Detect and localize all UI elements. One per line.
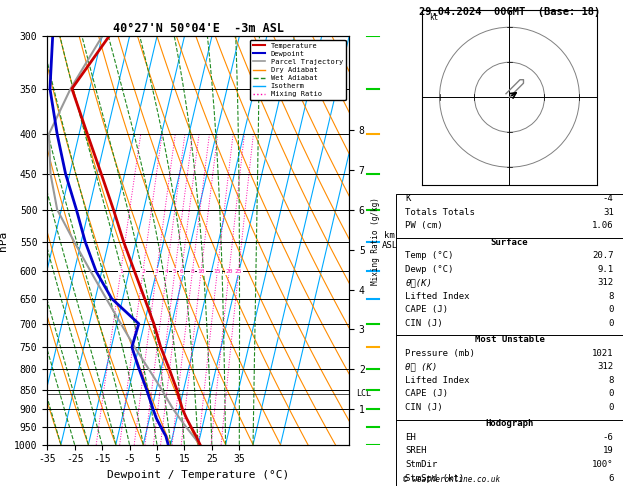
Text: 4: 4 — [165, 269, 169, 274]
Text: Lifted Index: Lifted Index — [405, 376, 470, 385]
Text: 8: 8 — [191, 269, 194, 274]
Text: LCL: LCL — [356, 389, 371, 398]
Text: θᴇ (K): θᴇ (K) — [405, 363, 438, 371]
Text: -6: -6 — [603, 433, 614, 442]
Text: 6: 6 — [180, 269, 184, 274]
Text: 312: 312 — [598, 363, 614, 371]
Text: Lifted Index: Lifted Index — [405, 292, 470, 301]
Title: 40°27'N 50°04'E  -3m ASL: 40°27'N 50°04'E -3m ASL — [113, 22, 284, 35]
Text: 2: 2 — [141, 269, 145, 274]
Text: 0: 0 — [608, 319, 614, 328]
Text: 29.04.2024  00GMT  (Base: 18): 29.04.2024 00GMT (Base: 18) — [419, 7, 600, 17]
Text: 3: 3 — [155, 269, 159, 274]
Text: 8: 8 — [608, 292, 614, 301]
Text: 0: 0 — [608, 403, 614, 412]
Text: 100°: 100° — [592, 460, 614, 469]
Legend: Temperature, Dewpoint, Parcel Trajectory, Dry Adiabat, Wet Adiabat, Isotherm, Mi: Temperature, Dewpoint, Parcel Trajectory… — [250, 40, 345, 100]
Text: Temp (°C): Temp (°C) — [405, 251, 454, 260]
Text: Mixing Ratio (g/kg): Mixing Ratio (g/kg) — [371, 197, 381, 284]
Text: 0: 0 — [608, 305, 614, 314]
Text: 312: 312 — [598, 278, 614, 287]
Text: StmSpd (kt): StmSpd (kt) — [405, 473, 464, 483]
Text: θᴇ(K): θᴇ(K) — [405, 278, 432, 287]
Text: EH: EH — [405, 433, 416, 442]
Text: CAPE (J): CAPE (J) — [405, 305, 448, 314]
Text: Hodograph: Hodograph — [486, 419, 533, 428]
X-axis label: Dewpoint / Temperature (°C): Dewpoint / Temperature (°C) — [107, 470, 289, 480]
Text: 20.7: 20.7 — [592, 251, 614, 260]
Text: SREH: SREH — [405, 447, 427, 455]
Text: Pressure (mb): Pressure (mb) — [405, 349, 475, 358]
Text: 25: 25 — [235, 269, 242, 274]
Text: 9.1: 9.1 — [598, 265, 614, 274]
Text: 8: 8 — [608, 376, 614, 385]
Text: Surface: Surface — [491, 238, 528, 246]
Text: CIN (J): CIN (J) — [405, 319, 443, 328]
Text: Dewp (°C): Dewp (°C) — [405, 265, 454, 274]
Text: CAPE (J): CAPE (J) — [405, 389, 448, 399]
Text: -4: -4 — [603, 194, 614, 203]
Y-axis label: hPa: hPa — [0, 230, 8, 251]
Text: © weatheronline.co.uk: © weatheronline.co.uk — [403, 474, 499, 484]
Text: kt: kt — [429, 13, 438, 22]
Text: 20: 20 — [225, 269, 233, 274]
Text: 5: 5 — [173, 269, 177, 274]
Text: 31: 31 — [603, 208, 614, 217]
Text: Most Unstable: Most Unstable — [474, 335, 545, 344]
Text: 1.06: 1.06 — [592, 221, 614, 230]
Text: 15: 15 — [213, 269, 221, 274]
Text: 1: 1 — [119, 269, 123, 274]
Text: 10: 10 — [198, 269, 205, 274]
Y-axis label: km
ASL: km ASL — [382, 231, 398, 250]
Text: K: K — [405, 194, 411, 203]
Text: PW (cm): PW (cm) — [405, 221, 443, 230]
Text: 6: 6 — [608, 473, 614, 483]
Text: 0: 0 — [608, 389, 614, 399]
Text: CIN (J): CIN (J) — [405, 403, 443, 412]
Text: Totals Totals: Totals Totals — [405, 208, 475, 217]
Text: 1021: 1021 — [592, 349, 614, 358]
Text: StmDir: StmDir — [405, 460, 438, 469]
Text: 19: 19 — [603, 447, 614, 455]
